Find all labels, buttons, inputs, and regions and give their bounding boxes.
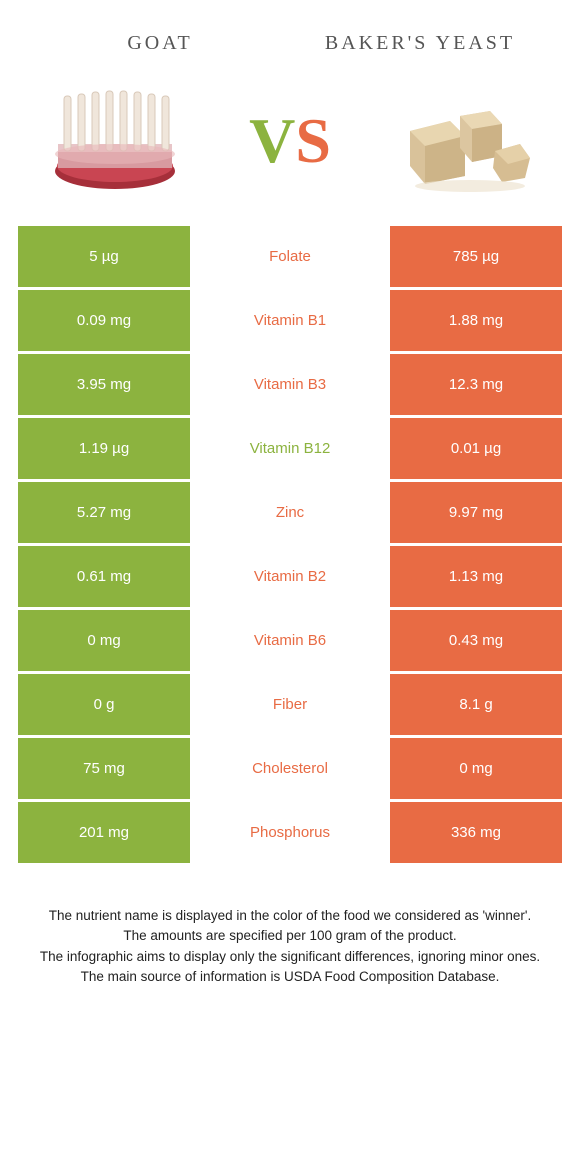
nutrient-name: Vitamin B1: [190, 290, 390, 351]
left-value: 75 mg: [18, 738, 190, 799]
yeast-image: [390, 81, 540, 201]
table-row: 1.19 µgVitamin B120.01 µg: [18, 418, 562, 479]
table-row: 201 mgPhosphorus336 mg: [18, 802, 562, 863]
right-value: 8.1 g: [390, 674, 562, 735]
header: GOAT BAKER'S YEAST: [0, 0, 580, 71]
table-row: 5 µgFolate785 µg: [18, 226, 562, 287]
nutrient-name: Vitamin B12: [190, 418, 390, 479]
footer-line: The nutrient name is displayed in the co…: [30, 906, 550, 926]
right-value: 336 mg: [390, 802, 562, 863]
footer-notes: The nutrient name is displayed in the co…: [0, 866, 580, 1007]
left-value: 0.61 mg: [18, 546, 190, 607]
right-value: 785 µg: [390, 226, 562, 287]
left-value: 0 g: [18, 674, 190, 735]
left-value: 0.09 mg: [18, 290, 190, 351]
right-value: 0 mg: [390, 738, 562, 799]
left-value: 5 µg: [18, 226, 190, 287]
nutrient-name: Vitamin B2: [190, 546, 390, 607]
table-row: 75 mgCholesterol0 mg: [18, 738, 562, 799]
right-value: 9.97 mg: [390, 482, 562, 543]
vs-row: VS: [0, 71, 580, 226]
left-value: 0 mg: [18, 610, 190, 671]
table-row: 5.27 mgZinc9.97 mg: [18, 482, 562, 543]
right-value: 0.43 mg: [390, 610, 562, 671]
table-row: 0.61 mgVitamin B21.13 mg: [18, 546, 562, 607]
table-row: 0 mgVitamin B60.43 mg: [18, 610, 562, 671]
left-food-title: GOAT: [43, 30, 277, 56]
yeast-block-icon: [390, 86, 540, 196]
vs-v: V: [249, 104, 295, 178]
right-value: 12.3 mg: [390, 354, 562, 415]
right-value: 0.01 µg: [390, 418, 562, 479]
nutrient-name: Vitamin B3: [190, 354, 390, 415]
goat-meat-icon: [40, 86, 190, 196]
table-row: 0 gFiber8.1 g: [18, 674, 562, 735]
left-value: 5.27 mg: [18, 482, 190, 543]
vs-s: S: [295, 104, 331, 178]
table-row: 3.95 mgVitamin B312.3 mg: [18, 354, 562, 415]
right-food-title: BAKER'S YEAST: [303, 30, 537, 56]
left-value: 3.95 mg: [18, 354, 190, 415]
footer-line: The amounts are specified per 100 gram o…: [30, 926, 550, 946]
nutrient-name: Fiber: [190, 674, 390, 735]
right-value: 1.88 mg: [390, 290, 562, 351]
footer-line: The main source of information is USDA F…: [30, 967, 550, 987]
footer-line: The infographic aims to display only the…: [30, 947, 550, 967]
left-value: 201 mg: [18, 802, 190, 863]
nutrient-name: Phosphorus: [190, 802, 390, 863]
left-value: 1.19 µg: [18, 418, 190, 479]
table-row: 0.09 mgVitamin B11.88 mg: [18, 290, 562, 351]
nutrient-table: 5 µgFolate785 µg0.09 mgVitamin B11.88 mg…: [0, 226, 580, 863]
nutrient-name: Cholesterol: [190, 738, 390, 799]
right-value: 1.13 mg: [390, 546, 562, 607]
nutrient-name: Folate: [190, 226, 390, 287]
vs-label: VS: [249, 104, 331, 178]
nutrient-name: Vitamin B6: [190, 610, 390, 671]
goat-image: [40, 81, 190, 201]
nutrient-name: Zinc: [190, 482, 390, 543]
